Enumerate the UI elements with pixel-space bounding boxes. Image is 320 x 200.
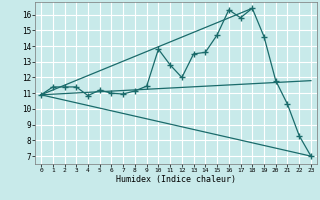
X-axis label: Humidex (Indice chaleur): Humidex (Indice chaleur) [116, 175, 236, 184]
